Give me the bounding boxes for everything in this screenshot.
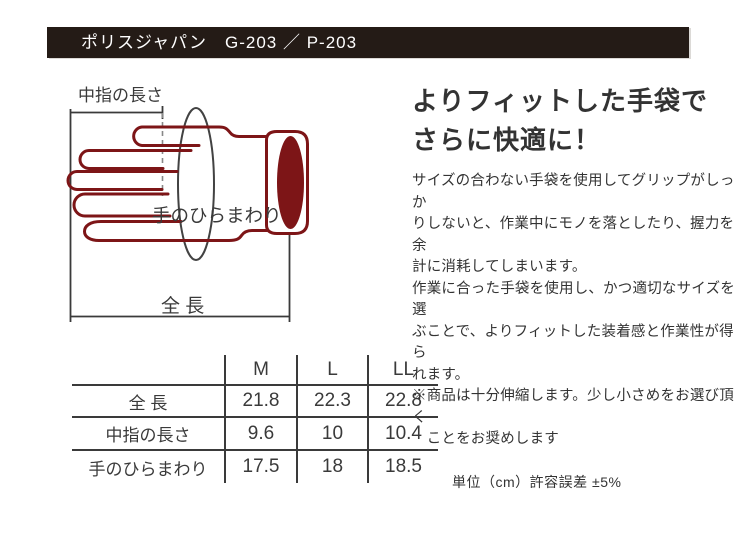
glove-cuff-opening (277, 136, 304, 229)
cell-value: 18 (296, 449, 368, 483)
glove-ring-finger (66, 170, 179, 191)
intro-paragraph-2: 作業に合った手袋を使用し、かつ適切なサイズを選 ぶことで、よりフィットした装着感… (412, 280, 735, 383)
measurement-lines (69, 106, 291, 322)
glove-measurement-diagram: 中指の長さ 手のひらまわり 全 長 (66, 86, 309, 322)
intro-heading: よりフィットした手袋で さらに快適に！ (412, 86, 708, 155)
cell-value: 17.5 (224, 449, 297, 483)
table-row-total-length: 全 長 21.8 22.3 22.8 (72, 384, 438, 417)
glove-pinky-finger (72, 192, 172, 218)
cell-value: 9.6 (224, 416, 297, 450)
product-title: ポリスジャパン G-203 ／ P-203 (81, 33, 358, 52)
product-title-bar: ポリスジャパン G-203 ／ P-203 (47, 27, 689, 58)
table-row-middle-finger: 中指の長さ 9.6 10 10.4 (72, 416, 438, 450)
glove-thumb-and-bottom (83, 220, 269, 242)
size-column-m: M (224, 355, 297, 385)
cell-value: 10.4 (367, 416, 438, 450)
size-table: M L LL 全 長 21.8 22.3 22.8 中指の長さ 9.6 10 1… (72, 355, 438, 483)
size-column-ll: LL (367, 355, 438, 385)
size-table-corner-cell (72, 355, 225, 385)
label-palm-circumference: 手のひらまわり (152, 205, 282, 226)
table-row-palm-circumference: 手のひらまわり 17.5 18 18.5 (72, 449, 438, 483)
intro-text-block: よりフィットした手袋で さらに快適に！ サイズの合わない手袋を使用してグリップが… (412, 82, 748, 451)
size-table-header-row: M L LL (72, 355, 438, 385)
cell-value: 18.5 (367, 449, 438, 483)
row-label: 中指の長さ (72, 416, 225, 450)
palm-circumference-ellipse (177, 107, 215, 261)
glove-middle-finger (78, 149, 193, 170)
label-middle-finger-length: 中指の長さ (78, 86, 163, 105)
cell-value: 22.3 (296, 384, 368, 417)
row-label: 全 長 (72, 384, 225, 417)
cell-value: 10 (296, 416, 368, 450)
unit-tolerance-note: 単位（cm）許容誤差 ±5% (452, 474, 622, 490)
glove-outline (66, 125, 309, 242)
label-total-length: 全 長 (161, 295, 204, 317)
row-label: 手のひらまわり (72, 449, 225, 483)
intro-paragraph-1: サイズの合わない手袋を使用してグリップがしっか りしないと、作業中にモノを落とし… (412, 173, 735, 275)
size-column-l: L (296, 355, 368, 385)
cell-value: 21.8 (224, 384, 297, 417)
cell-value: 22.8 (367, 384, 438, 417)
glove-index-finger (132, 125, 269, 147)
intro-paragraph-3: ※商品は十分伸縮します。少し小さめをお選び頂く ことをお奨めします (412, 388, 734, 447)
